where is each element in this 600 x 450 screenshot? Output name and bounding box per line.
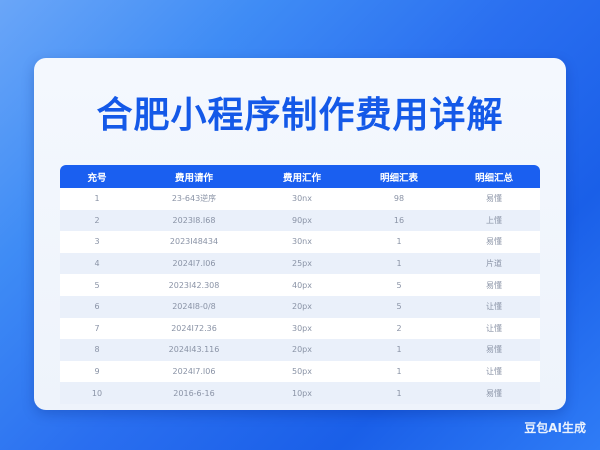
table-row: 4 2024I7.I06 25px 1 片道 — [60, 252, 540, 275]
table-cell: 2 — [396, 323, 402, 333]
table-cell: 10px — [292, 388, 312, 398]
header-cell: 费用汇作 — [282, 172, 321, 184]
table-cell: 2023I42.308 — [168, 280, 220, 290]
table-cell: 90px — [292, 215, 312, 225]
table-cell: 25px — [292, 259, 312, 269]
watermark: 豆包AI生成 — [524, 421, 586, 435]
table-row: 1 23-643逆序 30nx 98 易懂 — [60, 188, 540, 210]
table-cell: 2023I8.I68 — [172, 215, 216, 225]
table-cell: 让懂 — [486, 302, 502, 312]
table-cell: 30nx — [292, 237, 312, 247]
header-cell: 明细汇总 — [474, 172, 513, 184]
table-cell: 易懂 — [486, 237, 502, 247]
table-cell: 2 — [94, 215, 100, 225]
table-cell: 1 — [396, 259, 402, 269]
table-header-row: 充号 费用请作 费用汇作 明细汇表 明细汇总 — [60, 165, 540, 188]
page-title: 合肥小程序制作费用详解 — [96, 95, 504, 136]
table-cell: 30nx — [292, 194, 312, 204]
table-cell: 30px — [292, 323, 312, 333]
header-cell: 充号 — [87, 172, 107, 184]
content-card: 合肥小程序制作费用详解 充号 费用请作 费用汇作 明细汇表 明细汇总 1 23-6… — [34, 58, 566, 410]
table-cell: 8 — [94, 345, 100, 355]
table-cell: 7 — [94, 323, 100, 333]
table-cell: 2024I43.116 — [168, 345, 220, 355]
table-cell: 23-643逆序 — [171, 194, 217, 204]
table-cell: 1 — [396, 388, 402, 398]
table-cell: 1 — [396, 237, 402, 247]
table-cell: 20px — [292, 302, 312, 312]
table-cell: 1 — [94, 194, 100, 204]
table-cell: 6 — [94, 302, 100, 312]
table-cell: 易懂 — [486, 194, 502, 204]
fee-table: 充号 费用请作 费用汇作 明细汇表 明细汇总 1 23-643逆序 30nx 98 易懂… — [60, 165, 540, 404]
table-cell: 10 — [91, 388, 103, 398]
header-cell: 费用请作 — [174, 172, 213, 184]
table-row: 10 2016-6-16 10px 1 易懂 — [60, 382, 540, 404]
table-cell: 5 — [94, 280, 100, 290]
table-cell: 让懂 — [486, 323, 502, 333]
table-cell: 2016-6-16 — [173, 388, 215, 398]
table-cell: 98 — [393, 194, 405, 204]
table-cell: 让懂 — [486, 367, 502, 377]
table-row: 3 2023I48434 30nx 1 易懂 — [60, 231, 540, 253]
table-cell: 1 — [396, 367, 402, 377]
header-cell: 明细汇表 — [379, 172, 418, 184]
table-row: 2 2023I8.I68 90px 16 上懂 — [60, 209, 540, 232]
table-row: 5 2023I42.308 40px 5 易懂 — [60, 274, 540, 296]
table-cell: 5 — [396, 280, 402, 290]
table-cell: 40px — [292, 280, 312, 290]
table-cell: 2024I8-0/8 — [172, 302, 216, 312]
table-cell: 易懂 — [486, 345, 502, 355]
table-cell: 2024I7.I06 — [172, 367, 216, 377]
table-cell: 易懂 — [486, 280, 502, 290]
table-cell: 上懂 — [486, 215, 502, 225]
table-row: 9 2024I7.I06 50px 1 让懂 — [60, 360, 540, 383]
table-cell: 20px — [292, 345, 312, 355]
table-cell: 50px — [292, 367, 312, 377]
table-cell: 16 — [393, 215, 405, 225]
table-cell: 1 — [396, 345, 402, 355]
table-cell: 2024I72.36 — [171, 323, 217, 333]
table-cell: 5 — [396, 302, 402, 312]
table-row: 6 2024I8-0/8 20px 5 让懂 — [60, 295, 540, 318]
table-cell: 片道 — [486, 259, 502, 269]
table-cell: 4 — [94, 259, 100, 269]
table-cell: 9 — [94, 367, 100, 377]
table-cell: 易懂 — [486, 388, 502, 398]
table-cell: 2024I7.I06 — [172, 259, 216, 269]
table-row: 8 2024I43.116 20px 1 易懂 — [60, 339, 540, 361]
table-cell: 3 — [94, 237, 100, 247]
table-cell: 2023I48434 — [169, 237, 219, 247]
table-row: 7 2024I72.36 30px 2 让懂 — [60, 317, 540, 340]
